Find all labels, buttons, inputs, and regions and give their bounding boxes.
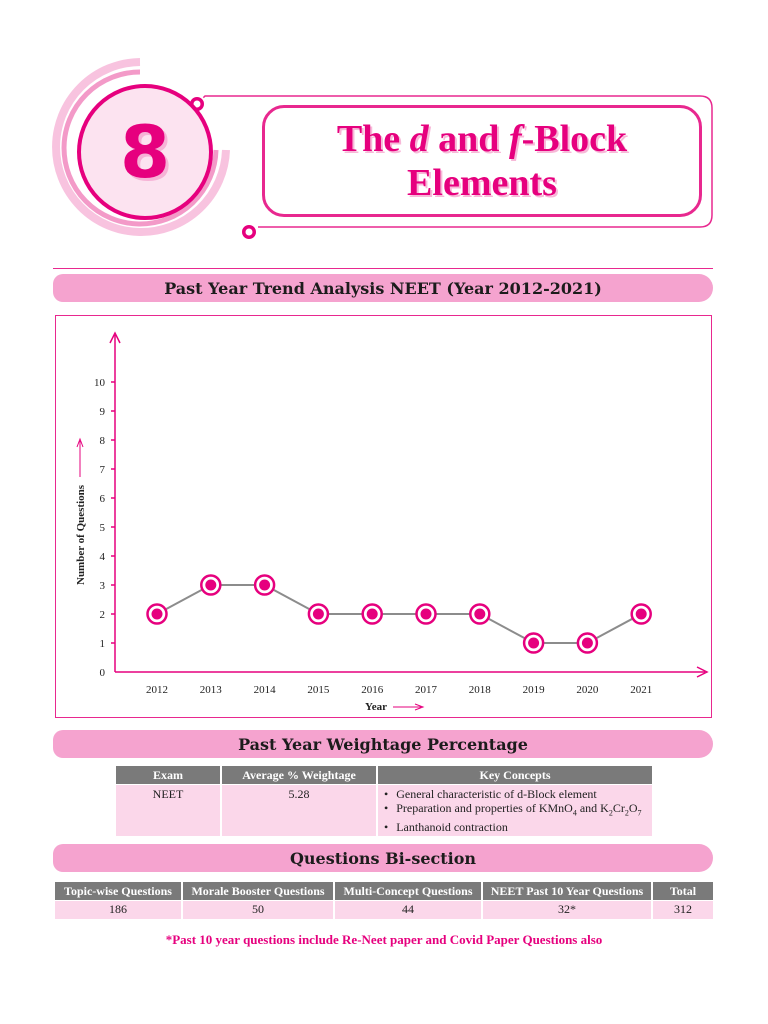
- bisection-row: 186 50 44 32* 312: [55, 901, 713, 919]
- x-tick-label: 2014: [254, 684, 277, 696]
- x-axis-label: Year: [365, 701, 387, 713]
- data-point: [205, 579, 217, 591]
- data-point: [420, 608, 432, 620]
- concept-item: Preparation and properties of KMnO4 and …: [384, 801, 646, 820]
- title-box: The d and f-Block Elements: [262, 105, 702, 217]
- title-f: f: [508, 118, 522, 160]
- subscript: 4: [572, 808, 577, 818]
- header-average: Average % Weightage: [222, 766, 376, 784]
- value-morale-booster: 50: [183, 901, 333, 919]
- weightage-table: Exam Average % Weightage Key Concepts NE…: [114, 765, 654, 837]
- value-neet-past: 32*: [483, 901, 651, 919]
- badge-outer-ring: [52, 58, 230, 236]
- header-topic-wise: Topic-wise Questions: [55, 882, 181, 900]
- y-tick-label: 1: [100, 638, 106, 650]
- weightage-header-row: Exam Average % Weightage Key Concepts: [116, 766, 652, 784]
- y-tick-label: 7: [100, 464, 106, 476]
- y-label-arrow-head: [76, 437, 84, 448]
- x-tick-label: 2021: [630, 684, 652, 696]
- x-tick-label: 2019: [523, 684, 546, 696]
- title-line2: Elements: [407, 162, 557, 204]
- y-tick-label: 3: [100, 580, 106, 592]
- concept-text: Cr: [612, 801, 625, 815]
- y-tick-label: 6: [100, 493, 106, 505]
- header-morale-booster: Morale Booster Questions: [183, 882, 333, 900]
- average-cell: 5.28: [222, 785, 376, 837]
- data-point: [528, 637, 540, 649]
- data-point: [581, 637, 593, 649]
- y-tick-label: 4: [100, 551, 106, 563]
- title-part: and: [428, 118, 509, 160]
- subscript: 2: [608, 808, 613, 818]
- concept-text: Preparation and properties of KMnO: [396, 801, 573, 815]
- x-tick-label: 2012: [146, 684, 168, 696]
- y-axis-label: Number of Questions: [75, 484, 87, 585]
- x-tick-label: 2018: [469, 684, 492, 696]
- concepts-list: General characteristic of d-Block elemen…: [384, 787, 646, 834]
- y-tick-label: 0: [100, 667, 106, 679]
- title-part: -Block: [521, 118, 628, 160]
- data-point: [635, 608, 647, 620]
- y-tick-label: 2: [100, 609, 106, 621]
- x-axis-arrow: [696, 666, 709, 678]
- x-tick-label: 2016: [361, 684, 384, 696]
- header-decoration: [52, 58, 713, 241]
- badge-mid-ring: [61, 69, 219, 227]
- chapter-badge-circle: [77, 84, 213, 220]
- concept-item: Lanthanoid contraction: [384, 820, 646, 834]
- data-point: [151, 608, 163, 620]
- y-tick-label: 9: [100, 406, 106, 418]
- x-tick-label: 2015: [307, 684, 330, 696]
- concept-item: General characteristic of d-Block elemen…: [384, 787, 646, 801]
- header-total: Total: [653, 882, 713, 900]
- data-point: [366, 608, 378, 620]
- concept-text: O: [628, 801, 638, 815]
- connector-dot-top-center: [193, 100, 201, 108]
- series-line: [156, 584, 642, 644]
- connector-dot-bottom-center: [245, 228, 253, 236]
- section-divider: [53, 268, 713, 269]
- title-part: The: [336, 118, 410, 160]
- data-point: [312, 608, 324, 620]
- chapter-title: The d and f-Block Elements: [337, 117, 627, 205]
- bisection-banner: Questions Bi-section: [53, 844, 713, 872]
- title-d: d: [409, 118, 429, 160]
- concepts-cell: General characteristic of d-Block elemen…: [378, 785, 652, 837]
- bisection-header-row: Topic-wise Questions Morale Booster Ques…: [55, 882, 713, 900]
- header-neet-past: NEET Past 10 Year Questions: [483, 882, 651, 900]
- y-tick-label: 5: [100, 522, 106, 534]
- data-point: [259, 579, 271, 591]
- header-exam: Exam: [116, 766, 220, 784]
- title-frame-line: [197, 95, 713, 228]
- chart-frame: [55, 315, 712, 718]
- x-tick-label: 2013: [200, 684, 223, 696]
- value-topic-wise: 186: [55, 901, 181, 919]
- x-tick-label: 2017: [415, 684, 438, 696]
- data-point: [474, 608, 486, 620]
- x-tick-label: 2020: [576, 684, 599, 696]
- header-key-concepts: Key Concepts: [378, 766, 652, 784]
- weightage-banner: Past Year Weightage Percentage: [53, 730, 713, 758]
- subscript: 2: [624, 808, 629, 818]
- y-axis-arrow: [109, 331, 121, 344]
- footnote: *Past 10 year questions include Re-Neet …: [165, 932, 603, 947]
- subscript: 7: [637, 808, 642, 818]
- bisection-table: Topic-wise Questions Morale Booster Ques…: [53, 881, 715, 920]
- value-total: 312: [653, 901, 713, 919]
- value-multi-concept: 44: [335, 901, 481, 919]
- concept-text: and K: [576, 801, 609, 815]
- x-label-arrow-head: [414, 703, 425, 711]
- trend-banner: Past Year Trend Analysis NEET (Year 2012…: [53, 274, 713, 302]
- chapter-number: 8: [119, 110, 171, 194]
- exam-cell: NEET: [116, 785, 220, 837]
- header-multi-concept: Multi-Concept Questions: [335, 882, 481, 900]
- weightage-row: NEET 5.28 General characteristic of d-Bl…: [116, 785, 652, 837]
- y-tick-label: 8: [100, 435, 106, 447]
- trend-chart: 0 1 2 3 4 5 6 7 8 9 10 Number of Questions 2012 2013 2…: [75, 331, 709, 713]
- y-tick-label: 10: [94, 377, 106, 389]
